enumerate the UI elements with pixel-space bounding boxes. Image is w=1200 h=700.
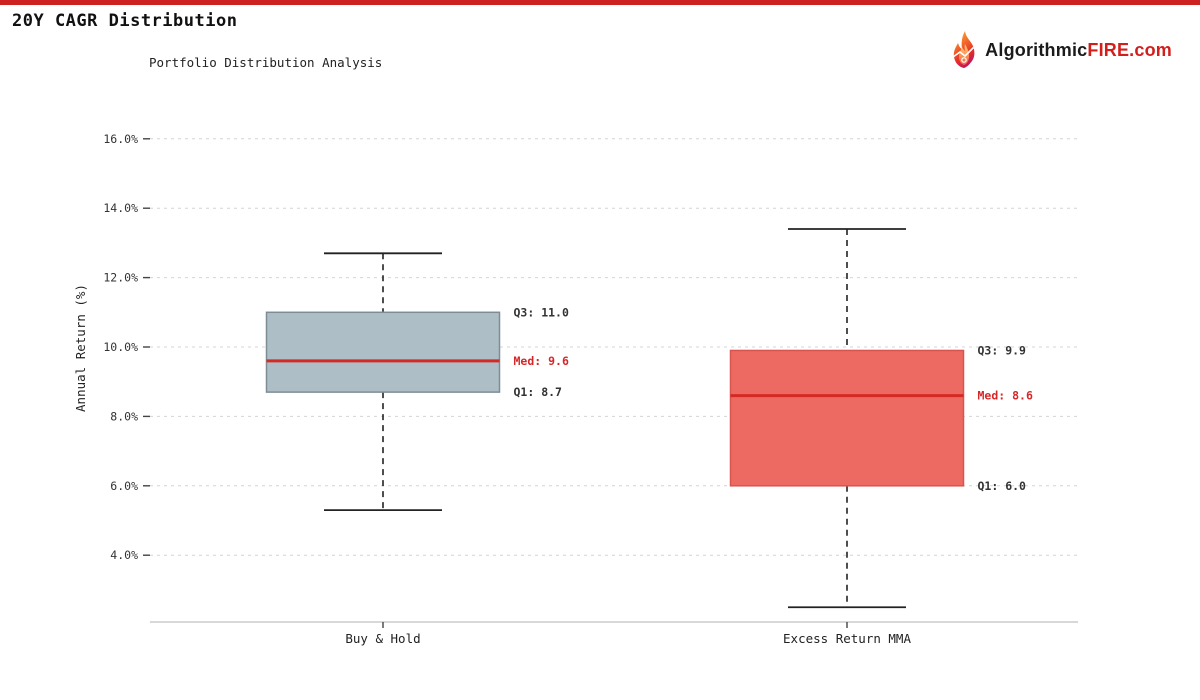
accent-topbar xyxy=(0,0,1200,5)
q1-label: Q1: 8.7 xyxy=(514,385,563,399)
median-label: Med: 9.6 xyxy=(514,354,569,368)
brand-logo: AlgorithmicFIRE.com xyxy=(949,30,1172,70)
y-tick-label: 16.0% xyxy=(103,132,138,146)
y-tick-label: 4.0% xyxy=(110,548,138,562)
y-tick-label: 12.0% xyxy=(103,271,138,285)
q1-label: Q1: 6.0 xyxy=(978,479,1027,493)
y-tick-label: 10.0% xyxy=(103,340,138,354)
box-buy-hold xyxy=(265,311,501,393)
median-label: Med: 8.6 xyxy=(978,389,1033,403)
x-category-label: Buy & Hold xyxy=(345,631,420,646)
q3-label: Q3: 11.0 xyxy=(514,305,569,319)
brand-wordmark: AlgorithmicFIRE.com xyxy=(985,40,1172,61)
flame-icon xyxy=(952,31,977,68)
brand-name-black: Algorithmic xyxy=(985,39,1088,60)
y-axis-title: Annual Return (%) xyxy=(73,284,88,412)
box-excess-return-mma xyxy=(729,349,965,487)
page-title: 20Y CAGR Distribution xyxy=(12,11,238,31)
y-tick-label: 8.0% xyxy=(110,409,138,423)
x-category-label: Excess Return MMA xyxy=(783,631,911,646)
q3-label: Q3: 9.9 xyxy=(978,343,1027,357)
chart-subtitle: Portfolio Distribution Analysis xyxy=(149,55,383,70)
brand-name-red: FIRE.com xyxy=(1087,39,1172,60)
y-tick-label: 14.0% xyxy=(103,201,138,215)
y-tick-label: 6.0% xyxy=(110,479,138,493)
